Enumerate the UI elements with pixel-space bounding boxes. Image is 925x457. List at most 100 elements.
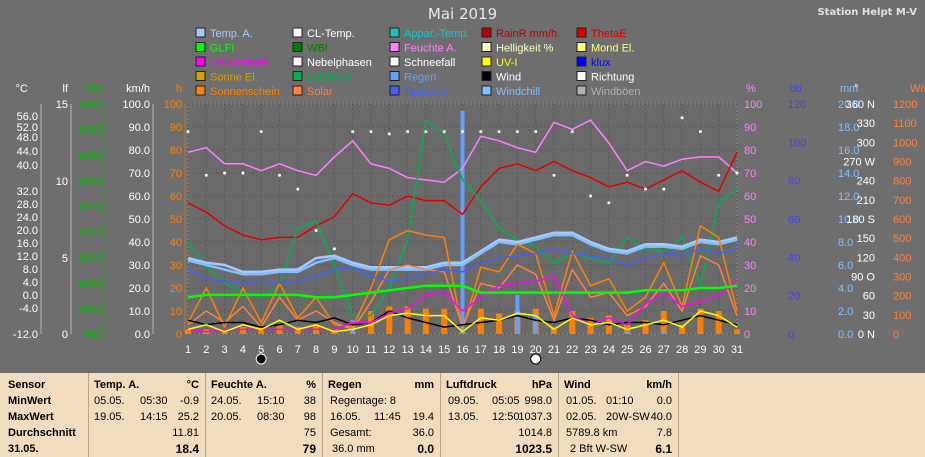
legend-swatch bbox=[292, 85, 303, 96]
right-axis-tick: 600 bbox=[893, 214, 911, 226]
left-axis-unit: km/h bbox=[126, 83, 150, 95]
right-axis-tick: 20.0 bbox=[838, 99, 859, 111]
right-axis-unit: % bbox=[746, 83, 756, 95]
series-line bbox=[187, 233, 738, 276]
legend-label: Windböen bbox=[591, 86, 641, 98]
press-max-val: 1037.3 bbox=[518, 411, 552, 423]
x-tick-label: 16 bbox=[456, 344, 468, 356]
right-axis-tick: 12.0 bbox=[838, 191, 859, 203]
left-axis-tick: 30 bbox=[170, 260, 182, 272]
x-tick-label: 27 bbox=[658, 344, 670, 356]
right-axis-tick: 0 bbox=[893, 329, 899, 341]
left-axis-tick: 28.0 bbox=[17, 199, 38, 211]
temp-unit: °C bbox=[186, 379, 199, 391]
left-axis-tick: 0 bbox=[62, 329, 68, 341]
legend-label: klux bbox=[591, 57, 611, 69]
right-axis-tick: 200 bbox=[893, 291, 911, 303]
right-axis-tick: 1200 bbox=[893, 99, 917, 111]
legend-swatch bbox=[195, 85, 206, 96]
rain-days: Regentage: 8 bbox=[330, 395, 397, 407]
left-axis-tick: 100.0 bbox=[122, 99, 150, 111]
right-axis-unit: W/m² bbox=[910, 83, 925, 95]
wind-distance: 5789.8 km bbox=[566, 427, 618, 439]
right-axis-unit: ° bbox=[854, 83, 858, 95]
left-axis-tick: 32.0 bbox=[17, 186, 38, 198]
left-axis-tick: -4.0 bbox=[19, 303, 38, 315]
x-tick-label: 20 bbox=[530, 344, 542, 356]
temp-current: 18.4 bbox=[175, 442, 199, 456]
legend-swatch bbox=[481, 27, 492, 38]
rain-max-val: 19.4 bbox=[412, 411, 434, 423]
legend-swatch bbox=[576, 56, 587, 67]
rain-total-label: Gesamt: bbox=[330, 427, 372, 439]
sunshine-bar bbox=[734, 329, 740, 334]
press-unit: hPa bbox=[531, 379, 552, 391]
x-tick-label: 24 bbox=[603, 344, 615, 356]
temp-avg: 11.81 bbox=[172, 427, 199, 439]
left-axis-tick: 995 bbox=[84, 329, 102, 341]
right-axis-tick: 240 bbox=[857, 176, 875, 188]
right-axis-unit: mm bbox=[840, 83, 858, 95]
left-axis-tick: 1035 bbox=[78, 125, 102, 137]
wind-direction-dot bbox=[698, 130, 702, 134]
press-current: 1023.5 bbox=[515, 442, 552, 456]
rain-current-label: 36.0 mm bbox=[332, 443, 375, 455]
wind-direction-dot bbox=[259, 130, 263, 134]
right-axis-tick: 70 bbox=[744, 168, 756, 180]
press-max-date: 13.05. bbox=[448, 411, 479, 423]
rain-title: Regen bbox=[328, 379, 362, 391]
wind-direction-dot bbox=[278, 173, 281, 177]
left-axis-tick: 12.0 bbox=[17, 251, 38, 263]
legend-swatch bbox=[389, 56, 400, 67]
wind-direction-dot bbox=[296, 187, 300, 191]
legend-swatch bbox=[292, 71, 303, 81]
wind-direction-dot bbox=[534, 130, 538, 134]
left-axis-tick: -12.0 bbox=[13, 329, 38, 341]
left-axis-tick: 4.0 bbox=[23, 277, 38, 289]
series-line bbox=[187, 118, 738, 317]
left-axis-tick: 80 bbox=[170, 145, 182, 157]
series-line bbox=[187, 310, 738, 328]
x-tick-label: 28 bbox=[676, 344, 688, 356]
rain-bar bbox=[661, 331, 666, 334]
right-axis-tick: 16.0 bbox=[838, 145, 859, 157]
x-tick-label: 22 bbox=[566, 344, 578, 356]
right-axis-tick: 300 bbox=[857, 137, 875, 149]
legend-label: UV-I bbox=[496, 57, 517, 69]
wind-direction-dot bbox=[644, 187, 647, 191]
x-tick-label: 2 bbox=[203, 344, 209, 356]
x-tick-label: 11 bbox=[365, 344, 376, 356]
wind-current: 6.1 bbox=[655, 442, 672, 456]
legend-label: RainR mm/h bbox=[496, 28, 557, 40]
left-axis-tick: 0.0 bbox=[23, 290, 38, 302]
hum-unit: % bbox=[306, 379, 316, 391]
wind-direction-dot bbox=[570, 130, 574, 134]
right-axis-tick: 330 bbox=[857, 118, 875, 130]
sunshine-bar bbox=[587, 317, 594, 334]
wind-max-dir: 20W-SW bbox=[606, 411, 650, 423]
x-tick-label: 25 bbox=[621, 344, 633, 356]
rain-total-val: 36.0 bbox=[412, 427, 434, 439]
legend-swatch bbox=[481, 71, 492, 81]
stats-rain: Regen mm Regentage: 8 16.05. 11:45 19.4 … bbox=[322, 373, 441, 457]
left-axis-tick: 40 bbox=[170, 237, 182, 249]
weather-chart: 1 2 3 4 5 6 7 8 9 10 11 12 13 14 15 16 17 18 19 20 21 22 23 24 2… bbox=[12, 5, 925, 365]
series-line bbox=[187, 119, 738, 183]
hum-avg: 75 bbox=[303, 427, 316, 439]
wind-direction-dot bbox=[406, 130, 410, 134]
left-axis-tick: 40.0 bbox=[129, 237, 150, 249]
right-axis-tick: 50 bbox=[744, 214, 756, 226]
right-axis-tick: 210 bbox=[857, 195, 875, 207]
legend-label: Helligkeit % bbox=[496, 43, 554, 55]
rain-bar bbox=[533, 313, 538, 334]
legend-swatch bbox=[576, 85, 587, 96]
rain-current: 0.0 bbox=[417, 442, 434, 456]
legend-label: Feuchte A. bbox=[404, 43, 457, 55]
x-tick-label: 1 bbox=[185, 344, 191, 356]
legend-label: Mond El. bbox=[591, 43, 634, 55]
legend-label: Gewittergef. bbox=[210, 57, 269, 69]
temp-max-time: 14:15 bbox=[140, 411, 168, 423]
press-min-date: 09.05. bbox=[448, 395, 479, 407]
x-tick-label: 8 bbox=[313, 344, 319, 356]
legend-swatch bbox=[195, 42, 206, 52]
